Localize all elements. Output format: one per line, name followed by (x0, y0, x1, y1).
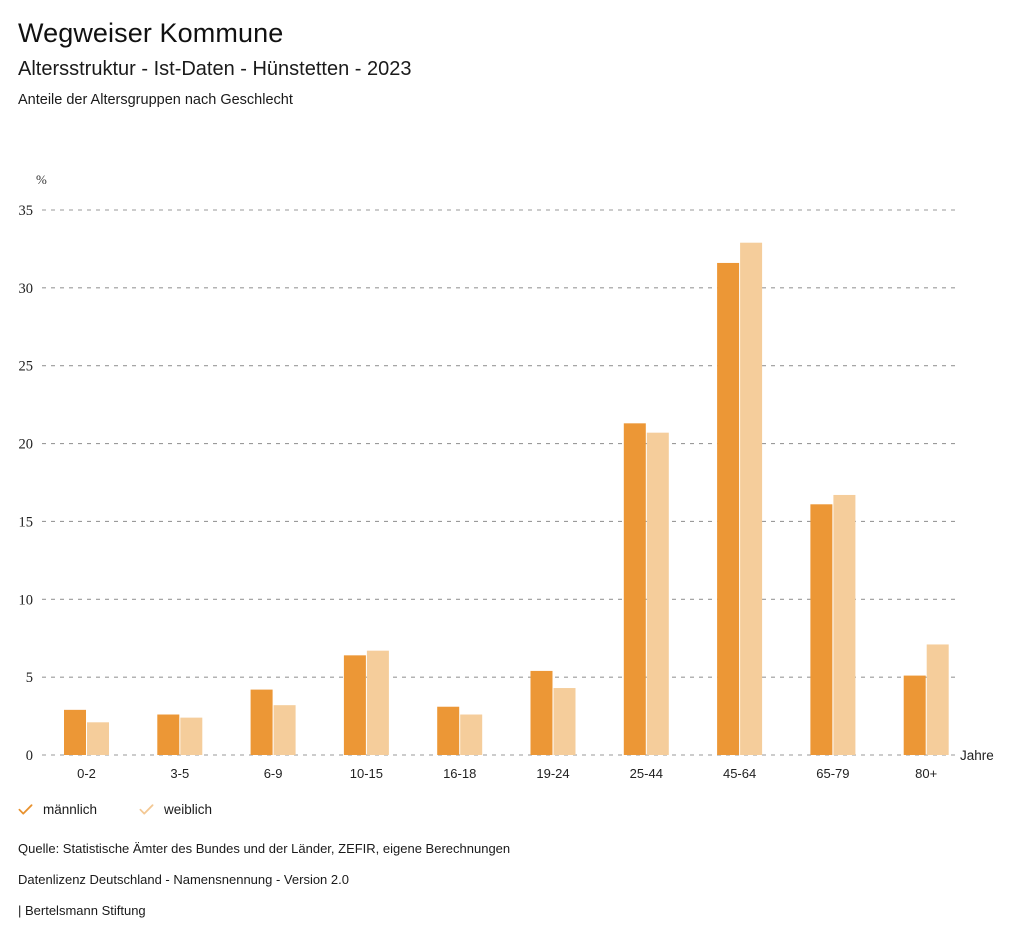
y-axis-tick-label: 25 (19, 359, 34, 375)
x-axis-tick-label: 10-15 (350, 766, 383, 781)
bar[interactable] (157, 714, 180, 755)
x-axis-tick-label: 19-24 (536, 766, 569, 781)
chart-legend: männlich weiblich (18, 802, 212, 817)
legend-label: männlich (43, 801, 98, 817)
x-axis-tick-label: 0-2 (77, 766, 96, 781)
legend-label: weiblich (164, 801, 213, 817)
chart-footer: Quelle: Statistische Ämter des Bundes un… (18, 842, 978, 917)
legend-item-maennlich[interactable]: männlich (18, 802, 97, 817)
check-icon (18, 804, 33, 815)
license-note: Datenlizenz Deutschland - Namensnennung … (18, 872, 349, 887)
bar[interactable] (903, 675, 926, 755)
x-axis-tick-label: 80+ (915, 766, 937, 781)
chart-subtitle: Altersstruktur - Ist-Daten - Hünstetten … (18, 58, 412, 81)
chart-area: 0 5 10 15 20 25 30 35 0-2 3-5 6-9 10-15 16-18 19-24 2… (19, 172, 994, 781)
bar[interactable] (553, 688, 576, 755)
y-axis-tick-label: 30 (19, 281, 34, 297)
x-axis-tick-label: 25-44 (630, 766, 663, 781)
x-axis-tick-label: 3-5 (170, 766, 189, 781)
bar[interactable] (64, 709, 86, 755)
y-axis-tick-label: 10 (19, 592, 34, 608)
bar[interactable] (833, 494, 856, 755)
bar[interactable] (343, 655, 366, 755)
x-axis-tick-label: 45-64 (723, 766, 756, 781)
bar[interactable] (810, 504, 833, 755)
bars (64, 242, 949, 755)
bar[interactable] (87, 722, 109, 755)
y-axis-tick-label: 15 (19, 514, 34, 530)
bar[interactable] (437, 706, 460, 755)
bar[interactable] (740, 242, 763, 755)
bar[interactable] (180, 717, 203, 755)
y-axis-tick-label: 35 (19, 203, 34, 219)
x-axis-tick-label: 16-18 (443, 766, 476, 781)
x-axis-tick-label: 6-9 (264, 766, 283, 781)
bar-chart: 0 5 10 15 20 25 30 35 0-2 3-5 6-9 10-15 16-18 19-24 2… (19, 172, 994, 781)
publisher-note: | Bertelsmann Stiftung (18, 903, 146, 918)
bar[interactable] (273, 705, 296, 755)
y-axis-tick-label: 20 (19, 437, 34, 453)
page-title: Wegweiser Kommune (18, 18, 284, 48)
bar[interactable] (623, 423, 646, 755)
chart-description: Anteile der Altersgruppen nach Geschlech… (18, 92, 293, 109)
bar[interactable] (717, 262, 740, 755)
x-axis-labels: 0-2 3-5 6-9 10-15 16-18 19-24 25-44 45-64 65-79 8… (77, 766, 937, 781)
y-axis-unit-label: % (36, 172, 47, 187)
x-axis-tick-label: 65-79 (816, 766, 849, 781)
gridlines (42, 209, 955, 756)
y-axis-tick-label: 0 (26, 748, 33, 764)
source-note: Quelle: Statistische Ämter des Bundes un… (18, 841, 511, 856)
bar[interactable] (250, 689, 273, 755)
bar[interactable] (646, 432, 669, 755)
bar[interactable] (530, 670, 553, 755)
bar[interactable] (366, 650, 389, 755)
bar[interactable] (460, 714, 483, 755)
y-axis-tick-label: 5 (26, 670, 33, 686)
bar[interactable] (926, 644, 949, 755)
check-icon (139, 804, 154, 815)
x-axis-unit-label: Jahre (960, 748, 994, 763)
chart-header: Wegweiser Kommune Altersstruktur - Ist-D… (0, 0, 1024, 109)
y-axis-labels: 0 5 10 15 20 25 30 35 (19, 203, 34, 764)
legend-item-weiblich[interactable]: weiblich (139, 802, 212, 817)
